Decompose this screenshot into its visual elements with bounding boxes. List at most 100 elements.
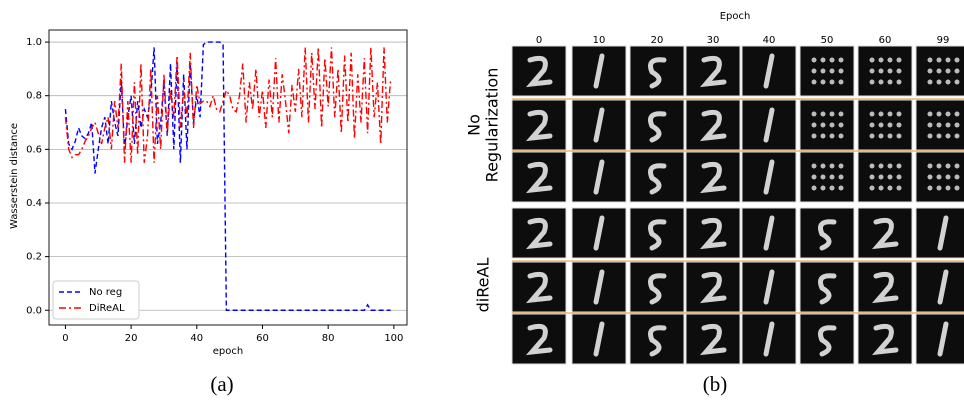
sample-image: [857, 313, 913, 365]
image-detail: [936, 174, 942, 180]
sample-image: [629, 313, 685, 365]
image-detail: [927, 133, 933, 139]
image-detail: [818, 219, 837, 251]
image-detail: [811, 185, 817, 191]
image-detail: [869, 133, 875, 139]
series-line: [64, 47, 392, 163]
image-detail: [869, 122, 875, 128]
image-detail: [927, 57, 933, 63]
image-detail: [887, 174, 893, 180]
image-detail: [829, 111, 835, 117]
image-detail: [869, 163, 875, 169]
caption: (a): [210, 372, 233, 396]
sample-image: [799, 45, 855, 97]
image-detail: [878, 57, 884, 63]
image-detail: [896, 133, 902, 139]
image-detail: [829, 79, 835, 85]
image-detail: [927, 79, 933, 85]
row-label: diReAL: [474, 258, 493, 313]
sample-image: [511, 313, 567, 365]
sample-image: [685, 261, 741, 313]
column-label: 99: [937, 35, 950, 46]
image-detail: [811, 174, 817, 180]
image-detail: [829, 163, 835, 169]
column-label: 50: [821, 35, 834, 46]
image-detail: [820, 185, 826, 191]
image-detail: [945, 68, 951, 74]
image-detail: [699, 323, 727, 356]
plot-frame: [48, 29, 408, 326]
image-detail: [838, 174, 844, 180]
image-detail: [945, 174, 951, 180]
sample-image: [685, 151, 741, 203]
image-detail: [811, 133, 817, 139]
image-detail: [896, 185, 902, 191]
image-detail: [820, 163, 826, 169]
image-detail: [937, 269, 949, 305]
image-detail: [936, 133, 942, 139]
sample-image: [857, 261, 913, 313]
image-detail: [838, 133, 844, 139]
image-detail: [838, 163, 844, 169]
image-detail: [871, 217, 899, 250]
row-label: Regularization: [483, 68, 502, 183]
image-detail: [896, 174, 902, 180]
image-detail: [829, 174, 835, 180]
image-detail: [936, 185, 942, 191]
y-tick-label: 0.0: [26, 305, 42, 316]
image-detail: [954, 174, 960, 180]
image-detail: [954, 122, 960, 128]
sample-image: [629, 99, 685, 151]
x-axis-label: epoch: [213, 346, 243, 357]
image-detail: [525, 55, 553, 88]
image-detail: [878, 68, 884, 74]
image-detail: [763, 53, 775, 89]
image-detail: [945, 111, 951, 117]
image-detail: [878, 133, 884, 139]
image-detail: [648, 57, 667, 89]
sample-image: [685, 313, 741, 365]
image-detail: [954, 185, 960, 191]
image-detail: [525, 323, 553, 356]
sample-image: [511, 45, 567, 97]
image-detail: [927, 68, 933, 74]
image-detail: [648, 163, 667, 195]
image-detail: [593, 215, 605, 251]
sample-image: [799, 261, 855, 313]
image-detail: [954, 133, 960, 139]
image-detail: [525, 161, 553, 194]
sample-image: [799, 313, 855, 365]
image-detail: [878, 122, 884, 128]
image-detail: [896, 122, 902, 128]
column-label: 30: [707, 35, 720, 46]
image-detail: [945, 79, 951, 85]
image-detail: [699, 55, 727, 88]
x-tick-label: 0: [62, 333, 68, 344]
image-detail: [838, 79, 844, 85]
image-detail: [820, 133, 826, 139]
image-detail: [829, 57, 835, 63]
sample-image: [857, 45, 913, 97]
image-detail: [896, 79, 902, 85]
image-detail: [763, 107, 775, 143]
image-detail: [838, 57, 844, 63]
image-detail: [878, 185, 884, 191]
image-detail: [927, 185, 933, 191]
image-detail: [820, 174, 826, 180]
image-detail: [878, 163, 884, 169]
sample-image: [685, 45, 741, 97]
sample-image: [685, 99, 741, 151]
image-detail: [937, 215, 949, 251]
image-detail: [945, 163, 951, 169]
x-tick-label: 80: [322, 333, 335, 344]
image-detail: [593, 53, 605, 89]
legend-label: No reg: [89, 287, 122, 298]
image-detail: [954, 111, 960, 117]
sample-image: [857, 99, 913, 151]
x-tick-label: 100: [384, 333, 403, 344]
sample-image: [629, 151, 685, 203]
legend-label: DiReAL: [89, 303, 125, 314]
image-detail: [869, 174, 875, 180]
image-detail: [887, 133, 893, 139]
